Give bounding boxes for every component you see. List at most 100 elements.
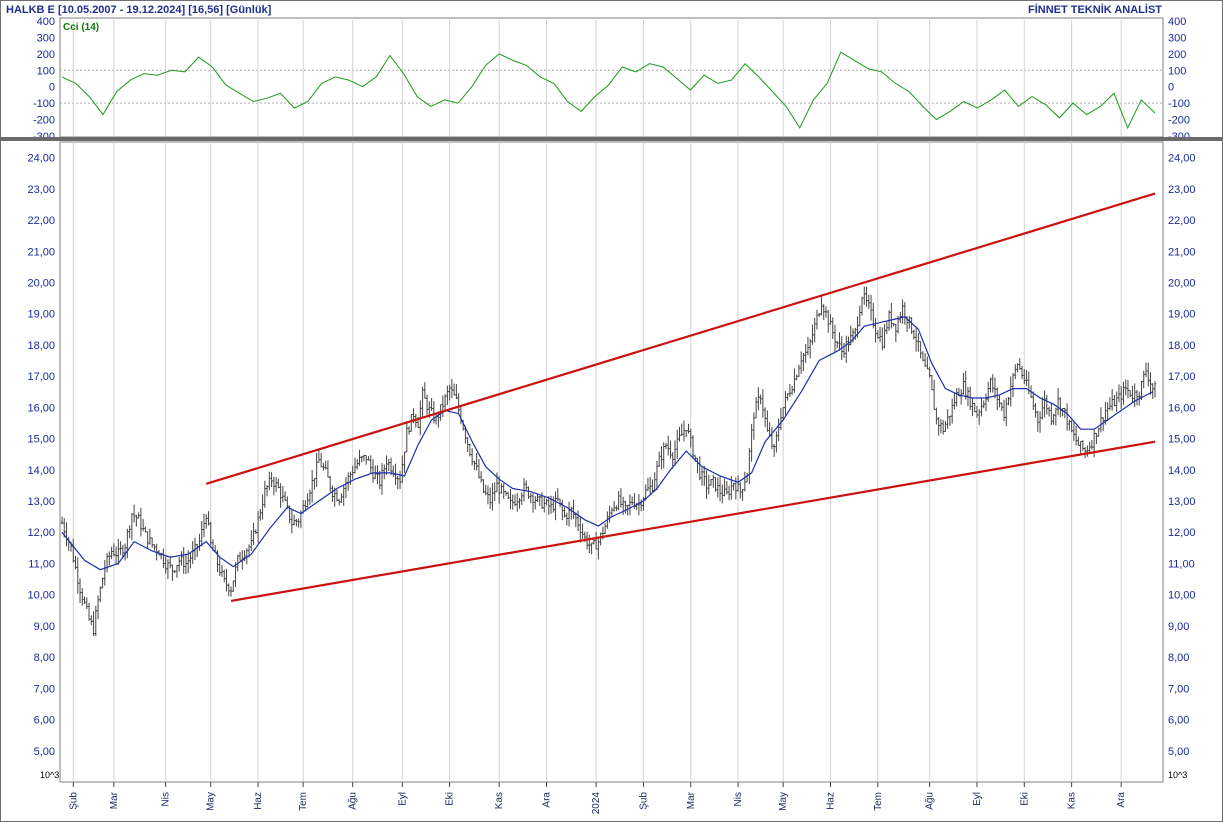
price-bar [290,508,294,534]
price-bar [917,332,920,352]
price-bar [950,398,954,424]
price-bar [667,435,670,456]
price-bar [874,317,877,343]
price-bar [1005,397,1008,427]
price-bar [227,583,230,597]
price-bar [1126,379,1130,399]
price-y-tick-right: 23,00 [1168,184,1196,196]
price-bar [712,474,715,488]
x-tick-label: Şub [638,792,649,810]
price-bar [725,481,729,495]
price-bar [612,501,616,512]
price-bar [1117,384,1121,403]
price-y-tick-right: 17,00 [1168,371,1196,383]
price-bar [337,498,341,506]
price-bar [876,330,880,339]
price-bar [322,462,325,471]
price-bar [811,324,814,345]
price-bar [808,338,812,359]
x-tick-label: Eyl [397,792,408,806]
price-bar [281,486,285,503]
price-bar [385,455,388,475]
x-axis: Şub Mar Nis May Haz Tem Ağu Eyl Eki Kas Ara 2024 Şub… [68,782,1127,814]
price-bar [833,324,837,353]
price-y-tick-left: 18,00 [27,340,55,352]
price-bar [867,294,870,309]
price-y-tick-right: 21,00 [1168,246,1196,258]
price-bar [705,470,708,499]
price-bar [619,488,623,508]
price-bar [926,356,929,370]
price-bar [1063,407,1067,419]
price-bar [378,470,381,490]
price-bar [885,321,889,335]
unit-label-left: 10^3 [40,770,59,780]
price-bar [615,505,618,512]
price-bar [274,476,278,493]
price-bar [845,335,848,364]
price-y-tick-left: 9,00 [34,621,55,633]
price-bar [603,523,607,535]
price-y-tick-right: 9,00 [1168,621,1189,633]
x-tick-label: Nis [161,792,172,806]
price-bar [96,595,100,620]
price-bar [383,464,386,480]
price-bar [626,504,629,516]
price-bar [1014,364,1017,380]
price-bar [410,413,413,432]
price-bar [455,384,458,400]
cci-plot-area [59,17,1164,138]
price-bar [538,495,541,506]
price-bar [1077,436,1080,446]
price-bar [1025,369,1028,387]
price-bar [265,485,269,497]
x-tick-label: Haz [825,792,836,810]
x-tick-label: May [206,792,217,811]
x-tick-label: Eyl [972,792,983,806]
price-bar [662,442,665,469]
price-bar [799,351,803,374]
price-y-tick-right: 10,00 [1168,590,1196,602]
price-bar [824,306,828,318]
price-bar [691,435,695,458]
price-bar [297,518,300,528]
price-bar [576,510,580,532]
price-y-tick-left: 17,00 [27,371,55,383]
price-bar [676,429,679,459]
price-bar [177,556,181,572]
price-bar [978,409,981,425]
price-bar [869,294,873,321]
price-bar [660,446,663,470]
price-y-tick-right: 8,00 [1168,652,1189,664]
price-bar [491,483,494,511]
price-bar [358,449,361,466]
price-bar [1086,445,1089,457]
price-bar [998,395,1001,408]
x-tick-label: Ağu [925,792,936,810]
price-bar [860,296,864,316]
price-bar [238,551,242,561]
price-bar [500,483,503,494]
price-bar [892,323,895,327]
price-bar [923,352,927,368]
price-bar [184,553,188,574]
price-bar [1050,403,1053,425]
price-bar [328,475,332,492]
price-bar [1079,441,1082,455]
price-bar [881,327,884,351]
price-bar [1016,363,1019,373]
price-bar [369,455,372,474]
price-y-tick-left: 24,00 [27,153,55,165]
price-bar [87,602,91,621]
price-bar [1119,386,1123,409]
price-bar [914,327,918,352]
price-y-tick-left: 21,00 [27,246,55,258]
price-bar [308,489,312,505]
price-y-tick-right: 6,00 [1168,715,1189,727]
price-bar [547,496,550,515]
price-bar [513,494,517,507]
price-bar [993,377,997,399]
price-bar [175,565,179,578]
